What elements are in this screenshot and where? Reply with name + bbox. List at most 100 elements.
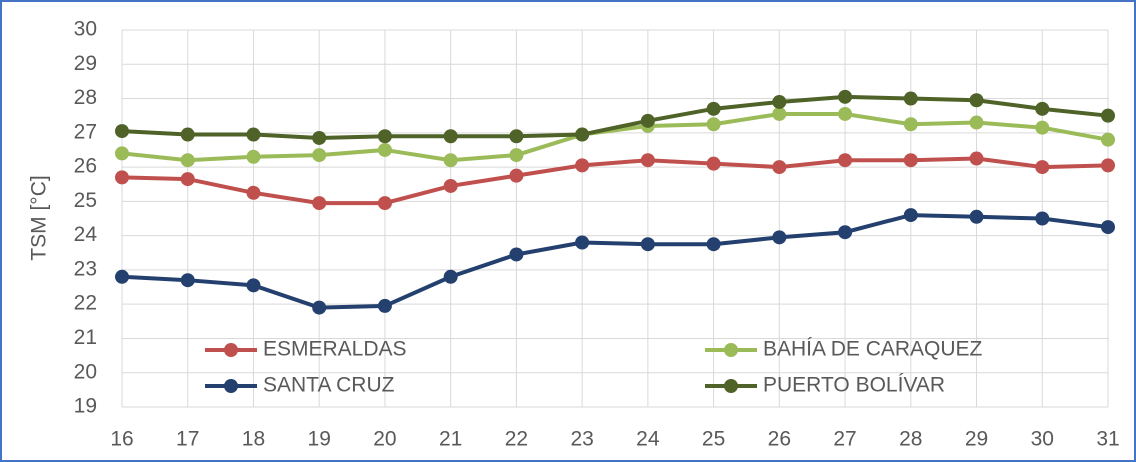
x-tick-label: 17 <box>176 428 199 451</box>
legend-label: PUERTO BOLÍVAR <box>763 374 945 397</box>
data-point <box>312 300 327 315</box>
data-point <box>706 237 721 252</box>
legend-label: ESMERALDAS <box>263 338 407 361</box>
x-tick-label: 21 <box>439 428 462 451</box>
data-point <box>772 94 787 109</box>
x-tick-label: 19 <box>308 428 331 451</box>
data-point <box>838 106 853 121</box>
x-tick-label: 24 <box>636 428 660 451</box>
y-axis-label: TSM [°C] <box>28 175 51 260</box>
x-tick-label: 20 <box>373 428 396 451</box>
data-point <box>903 91 918 106</box>
data-point <box>640 237 655 252</box>
data-point <box>640 153 655 168</box>
data-point <box>115 170 129 185</box>
legend-marker <box>724 343 738 357</box>
x-tick-label: 23 <box>570 428 593 451</box>
data-point <box>706 156 721 171</box>
data-point <box>1101 108 1115 123</box>
x-tick-label: 18 <box>242 428 265 451</box>
data-point <box>772 106 787 121</box>
data-point <box>180 273 195 288</box>
y-tick-label: 30 <box>74 18 97 41</box>
data-point <box>1101 158 1115 173</box>
data-point <box>443 129 458 144</box>
data-point <box>509 148 524 163</box>
data-point <box>509 168 524 183</box>
data-point <box>969 209 984 224</box>
data-point <box>115 269 129 284</box>
x-tick-label: 30 <box>1031 428 1054 451</box>
data-point <box>115 146 129 161</box>
y-tick-label: 21 <box>74 326 97 349</box>
legend-marker <box>724 379 738 393</box>
data-point <box>969 93 984 108</box>
y-tick-label: 23 <box>74 257 97 280</box>
data-point <box>180 153 195 168</box>
data-point <box>180 127 195 142</box>
data-point <box>312 148 327 163</box>
data-point <box>838 153 853 168</box>
series-line <box>121 94 1109 140</box>
x-tick-label: 16 <box>110 428 133 451</box>
data-point <box>772 230 787 245</box>
y-tick-label: 22 <box>74 292 97 315</box>
y-tick-label: 24 <box>74 223 98 246</box>
data-point <box>377 142 392 157</box>
x-tick-label: 29 <box>965 428 988 451</box>
data-point <box>377 298 392 313</box>
x-tick-label: 28 <box>899 428 922 451</box>
x-tick-label: 22 <box>505 428 528 451</box>
data-point <box>969 151 984 166</box>
x-tick-label: 31 <box>1096 428 1119 451</box>
data-point <box>180 172 195 187</box>
legend-label: BAHÍA DE CARAQUEZ <box>763 338 983 361</box>
legend-marker <box>224 379 238 393</box>
series-line <box>121 156 1109 206</box>
data-point <box>1101 220 1115 235</box>
y-tick-label: 29 <box>74 52 97 75</box>
data-point <box>969 115 984 130</box>
data-point <box>838 225 853 240</box>
y-tick-label: 19 <box>74 395 97 418</box>
data-point <box>377 196 392 211</box>
data-point <box>509 129 524 144</box>
data-point <box>115 124 129 139</box>
x-tick-label: 25 <box>702 428 725 451</box>
x-tick-label: 26 <box>768 428 791 451</box>
data-point <box>575 127 590 142</box>
series-line <box>121 213 1109 310</box>
data-point <box>640 113 655 128</box>
data-point <box>706 101 721 116</box>
data-point <box>443 269 458 284</box>
data-point <box>838 89 853 104</box>
y-tick-label: 28 <box>74 86 97 109</box>
data-point <box>509 247 524 262</box>
data-point <box>772 160 787 175</box>
data-point <box>903 117 918 132</box>
data-point <box>312 196 327 211</box>
data-point <box>377 129 392 144</box>
data-point <box>1035 120 1050 135</box>
x-tick-label: 27 <box>833 428 856 451</box>
data-point <box>1101 132 1115 147</box>
data-point <box>443 153 458 168</box>
series-line <box>121 111 1109 163</box>
data-point <box>575 158 590 173</box>
data-point <box>443 178 458 193</box>
data-point <box>246 278 261 293</box>
y-tick-label: 20 <box>74 360 97 383</box>
y-tick-label: 26 <box>74 155 97 178</box>
legend-label: SANTA CRUZ <box>263 374 395 397</box>
data-point <box>706 117 721 132</box>
data-point <box>246 185 261 200</box>
y-tick-label: 27 <box>74 120 97 143</box>
y-tick-label: 25 <box>74 189 97 212</box>
data-point <box>1035 101 1050 116</box>
data-point <box>1035 160 1050 175</box>
legend-marker <box>224 343 238 357</box>
data-point <box>1035 211 1050 226</box>
data-point <box>575 235 590 250</box>
